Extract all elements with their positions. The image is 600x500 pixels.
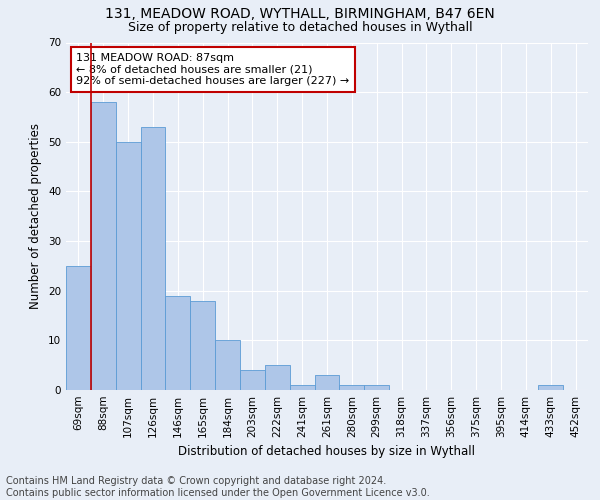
Bar: [66, 266, 91, 390]
Text: 131, MEADOW ROAD, WYTHALL, BIRMINGHAM, B47 6EN: 131, MEADOW ROAD, WYTHALL, BIRMINGHAM, B…: [105, 8, 495, 22]
Text: Size of property relative to detached houses in Wythall: Size of property relative to detached ho…: [128, 21, 472, 34]
Text: 131 MEADOW ROAD: 87sqm
← 8% of detached houses are smaller (21)
92% of semi-deta: 131 MEADOW ROAD: 87sqm ← 8% of detached …: [76, 53, 350, 86]
Bar: [290, 385, 314, 390]
Bar: [116, 142, 140, 390]
Bar: [215, 340, 240, 390]
Bar: [340, 385, 364, 390]
Bar: [91, 102, 116, 390]
X-axis label: Distribution of detached houses by size in Wythall: Distribution of detached houses by size …: [179, 446, 476, 458]
Bar: [240, 370, 265, 390]
Bar: [314, 375, 340, 390]
Y-axis label: Number of detached properties: Number of detached properties: [29, 123, 43, 309]
Bar: [166, 296, 190, 390]
Bar: [140, 127, 166, 390]
Bar: [364, 385, 389, 390]
Bar: [538, 385, 563, 390]
Text: Contains HM Land Registry data © Crown copyright and database right 2024.
Contai: Contains HM Land Registry data © Crown c…: [6, 476, 430, 498]
Bar: [265, 365, 290, 390]
Bar: [190, 300, 215, 390]
